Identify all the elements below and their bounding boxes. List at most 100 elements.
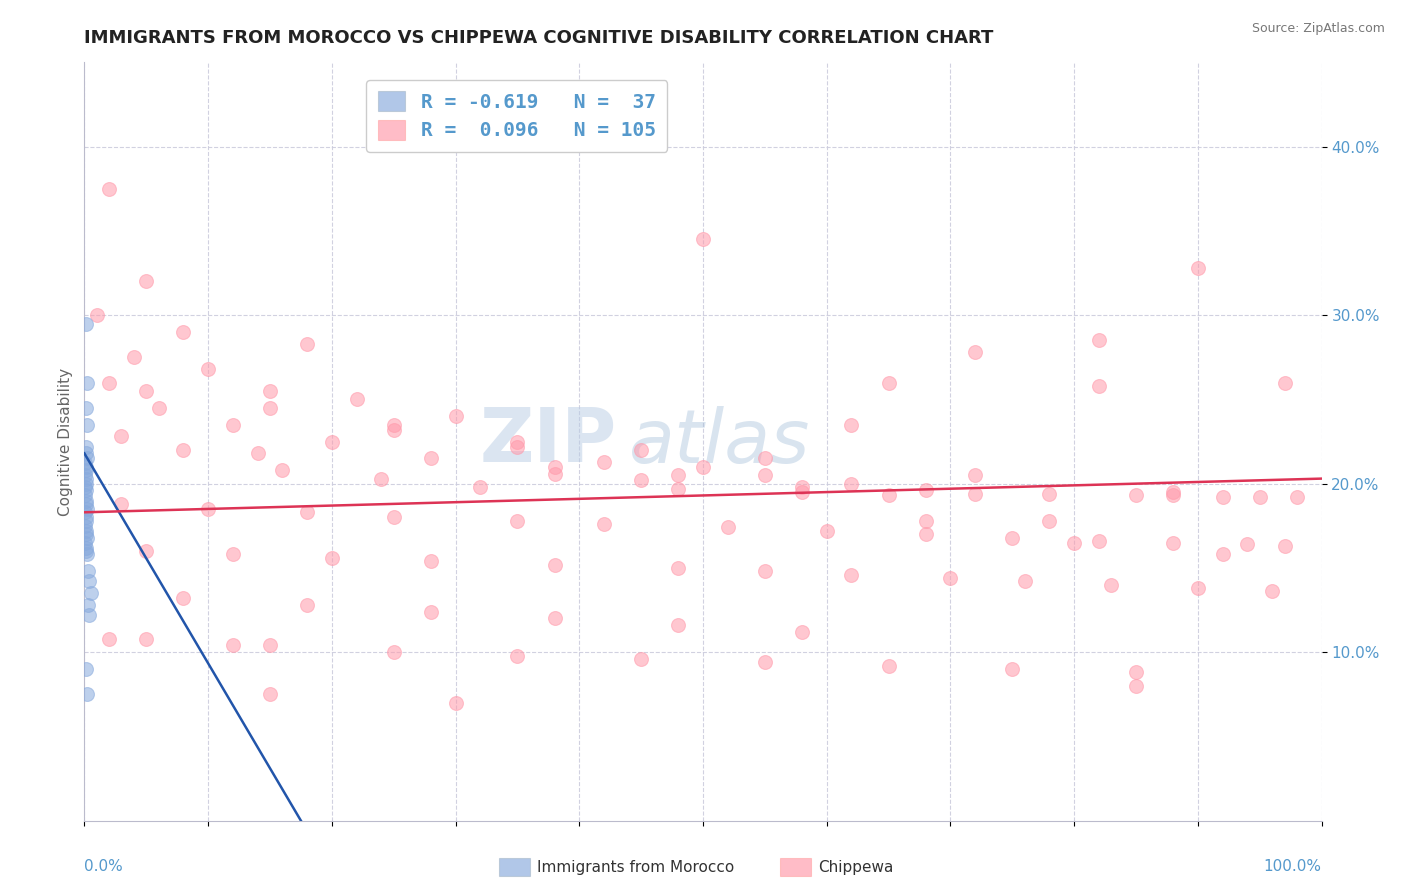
Point [1088, 379, 1111, 393]
Point [295, 598, 318, 612]
Point [1088, 533, 1111, 548]
Point [73, 480, 96, 494]
Point [75, 497, 97, 511]
Point [172, 591, 194, 606]
Point [1001, 531, 1024, 545]
Text: ZIP: ZIP [479, 405, 616, 478]
Point [75, 527, 97, 541]
Point [135, 275, 157, 289]
Point [98, 376, 121, 390]
Point [172, 325, 194, 339]
Point [965, 468, 987, 483]
Point [135, 384, 157, 398]
Point [148, 401, 170, 415]
Point [76, 417, 98, 432]
Point [75, 541, 97, 555]
Point [76, 451, 98, 466]
Text: Immigrants from Morocco: Immigrants from Morocco [537, 861, 734, 875]
Point [506, 514, 529, 528]
Point [370, 472, 392, 486]
Point [1161, 535, 1184, 549]
Point [1038, 514, 1060, 528]
Point [543, 558, 565, 572]
Point [321, 550, 343, 565]
Point [1161, 488, 1184, 502]
Point [444, 409, 467, 424]
Point [75, 446, 97, 460]
Point [470, 480, 492, 494]
Point [79, 586, 101, 600]
Point [259, 687, 281, 701]
Text: Chippewa: Chippewa [818, 861, 894, 875]
Point [75, 401, 97, 415]
Point [259, 401, 281, 415]
Point [1236, 537, 1258, 551]
Text: IMMIGRANTS FROM MOROCCO VS CHIPPEWA COGNITIVE DISABILITY CORRELATION CHART: IMMIGRANTS FROM MOROCCO VS CHIPPEWA COGN… [84, 29, 994, 47]
Point [754, 468, 776, 483]
Point [841, 417, 863, 432]
Point [73, 535, 96, 549]
Point [75, 440, 97, 454]
Point [593, 455, 616, 469]
Point [172, 442, 194, 457]
Point [1099, 578, 1122, 592]
Point [1274, 376, 1296, 390]
Point [75, 524, 97, 538]
Point [73, 468, 96, 483]
Point [666, 561, 689, 575]
Point [1212, 548, 1234, 562]
Point [76, 502, 98, 516]
Point [197, 502, 219, 516]
Point [135, 632, 157, 646]
Point [98, 632, 121, 646]
Point [419, 451, 441, 466]
Point [1187, 581, 1209, 595]
Point [1125, 679, 1147, 693]
Point [593, 517, 616, 532]
Point [965, 345, 987, 359]
Point [914, 514, 936, 528]
Point [1261, 584, 1284, 599]
Point [1125, 665, 1147, 680]
Point [79, 608, 101, 623]
Point [382, 417, 405, 432]
Point [98, 182, 121, 196]
Point [692, 232, 714, 246]
Point [543, 459, 565, 474]
Point [77, 564, 100, 578]
Point [110, 497, 132, 511]
Point [1212, 490, 1234, 504]
Point [271, 463, 294, 477]
Text: atlas: atlas [628, 406, 810, 477]
Point [630, 442, 652, 457]
Point [666, 468, 689, 483]
Point [75, 544, 97, 558]
Point [630, 652, 652, 666]
Point [222, 548, 245, 562]
Point [815, 524, 838, 538]
Point [543, 611, 565, 625]
Point [73, 505, 96, 519]
Point [75, 662, 97, 676]
Point [1274, 539, 1296, 553]
Point [86, 308, 108, 322]
Point [506, 434, 529, 449]
Point [965, 487, 987, 501]
Point [1063, 535, 1085, 549]
Point [877, 658, 900, 673]
Point [841, 567, 863, 582]
Point [75, 483, 97, 498]
Point [79, 574, 101, 589]
Point [754, 655, 776, 669]
Point [75, 463, 97, 477]
Point [197, 362, 219, 376]
Point [75, 459, 97, 474]
Point [75, 472, 97, 486]
Point [295, 505, 318, 519]
Point [76, 376, 98, 390]
Point [73, 457, 96, 471]
Point [76, 687, 98, 701]
Point [543, 467, 565, 481]
Point [506, 648, 529, 663]
Point [939, 571, 962, 585]
